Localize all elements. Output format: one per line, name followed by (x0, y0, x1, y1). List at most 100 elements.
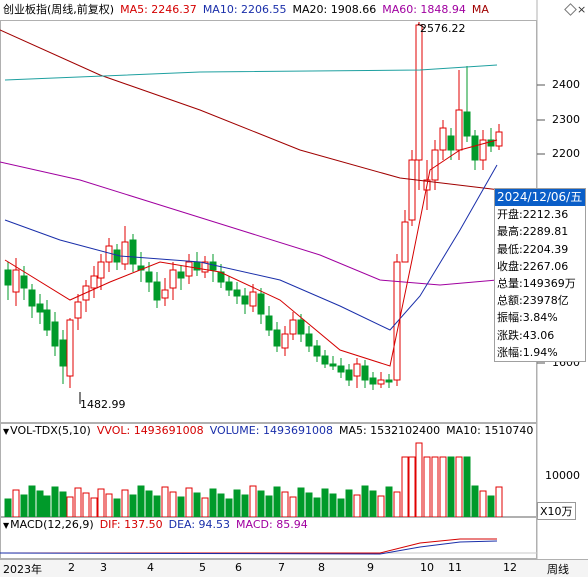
volume-bar (487, 495, 495, 517)
volume-bar (393, 491, 401, 517)
x-label: 10 (420, 561, 434, 574)
x-label: 6 (235, 561, 242, 574)
volume-bar (225, 498, 233, 517)
x-label: 2 (68, 561, 75, 574)
volume-bar (455, 456, 463, 517)
volume-bar (43, 495, 51, 517)
volume-bar (447, 456, 455, 517)
vol-ma10-value: MA10: 1510740 (446, 424, 534, 437)
volume-bar (90, 497, 98, 517)
y-tick-2300: 2300 (552, 113, 580, 126)
volume-bar (209, 488, 217, 517)
macd-panel[interactable]: ▼MACD(12,26,9) DIF: 137.50 DEA: 94.53 MACD:… (0, 517, 588, 559)
candle-body (408, 159, 416, 221)
volume-bar (353, 494, 361, 517)
ma5-value: MA5: 2246.37 (120, 3, 197, 16)
x-label: 4 (147, 561, 154, 574)
volume-bar (463, 456, 471, 517)
price-frame (0, 20, 537, 423)
volume-bar (329, 493, 337, 517)
candle-body (281, 333, 289, 349)
high-label: 2576.22 (420, 22, 466, 35)
candle-body (59, 339, 67, 367)
volume-bar (28, 485, 36, 517)
vol-title: VOL-TDX(5,10) (10, 424, 91, 437)
x-label: 12 (503, 561, 517, 574)
macd-header: ▼MACD(12,26,9) DIF: 137.50 DEA: 94.53 MACD:… (0, 517, 314, 533)
dea-line (0, 540, 498, 555)
volume-bar (439, 456, 447, 517)
tooltip-amplitude: 振幅:3.84% (497, 311, 558, 325)
vol-ma5-value: MA5: 1532102400 (338, 424, 441, 437)
tooltip-close: 收盘:2267.06 (497, 259, 569, 273)
period-label[interactable]: 周线 (547, 563, 569, 576)
volume-bar (97, 488, 105, 517)
volume-bar (105, 493, 113, 517)
candle-body (265, 315, 273, 331)
volume-bar (281, 491, 289, 517)
close-icon[interactable]: × (577, 3, 587, 16)
candle-body (161, 289, 169, 299)
x-label: 9 (367, 561, 374, 574)
candle-body (4, 269, 12, 286)
volume-bar (4, 498, 12, 517)
price-chart[interactable] (0, 0, 588, 423)
tooltip-date: 2024/12/06/五 (495, 189, 585, 207)
volume-header: ▼VOL-TDX(5,10) VVOL: 1493691008 VOLUME: 14… (0, 423, 539, 439)
candle-body (329, 363, 337, 367)
price-chart-panel[interactable]: 创业板指(周线,前复权) MA5: 2246.37 MA10: 2206.55 MA2… (0, 0, 588, 423)
macd-value: MACD: 85.94 (236, 518, 308, 531)
volume-chart[interactable] (0, 423, 588, 517)
volume-panel[interactable]: ▼VOL-TDX(5,10) VVOL: 1493691008 VOLUME: 14… (0, 423, 588, 520)
volume-bar (177, 496, 185, 517)
volume-bar (423, 456, 431, 517)
low-label: 1482.99 (80, 398, 126, 411)
time-axis[interactable]: 2023年 2 3 4 5 6 7 8 9 10 11 12 周线 (0, 559, 588, 577)
candle-body (12, 269, 20, 293)
volume-bar (233, 489, 241, 517)
volume-bar (305, 492, 313, 517)
menu-down-icon[interactable]: ▼ (3, 521, 10, 530)
long-ma-line (4, 64, 498, 81)
candle-body (257, 293, 265, 315)
candle-body (51, 321, 59, 347)
candle-body (447, 135, 455, 151)
volume-bar (265, 495, 273, 517)
tooltip-change: 涨跌:43.06 (497, 328, 555, 342)
tooltip-low: 最低:2204.39 (497, 242, 569, 256)
candle-body (20, 275, 28, 289)
volume-bar (74, 487, 82, 517)
macd-title: MACD(12,26,9) (10, 518, 94, 531)
volume-bar (471, 485, 479, 517)
volume-bar (408, 456, 416, 517)
volume-bar (185, 487, 193, 517)
volume-bar (36, 490, 44, 517)
price-header: 创业板指(周线,前复权) MA5: 2246.37 MA10: 2206.55 MA2… (0, 0, 495, 20)
candle-body (201, 261, 209, 273)
menu-down-icon[interactable]: ▼ (3, 427, 10, 436)
volume-bar (257, 490, 265, 517)
x-label: 3 (100, 561, 107, 574)
candle-body (361, 365, 369, 381)
ma10-value: MA10: 2206.55 (202, 3, 287, 16)
candle-body (97, 261, 105, 279)
y-tick-2200: 2200 (552, 147, 580, 160)
candle-body (455, 109, 463, 151)
y-tick-2400: 2400 (552, 78, 580, 91)
volume-bar (129, 494, 137, 517)
volume-bar (415, 442, 423, 517)
volume-bar (137, 485, 145, 517)
tooltip-high: 最高:2289.81 (497, 225, 569, 239)
x-label: 2023年 (3, 563, 42, 576)
candle-body (241, 295, 249, 305)
candle-body (463, 111, 471, 137)
volume-bar (431, 456, 439, 517)
volume-bar (153, 495, 161, 517)
candle-body (297, 319, 305, 335)
candle-body (353, 363, 361, 377)
volume-bar (201, 497, 209, 517)
ma60-value: MA60: 1848.94 (382, 3, 466, 16)
candle-body (345, 369, 353, 381)
macd-chart[interactable] (0, 517, 588, 559)
volume-bar (377, 495, 385, 517)
